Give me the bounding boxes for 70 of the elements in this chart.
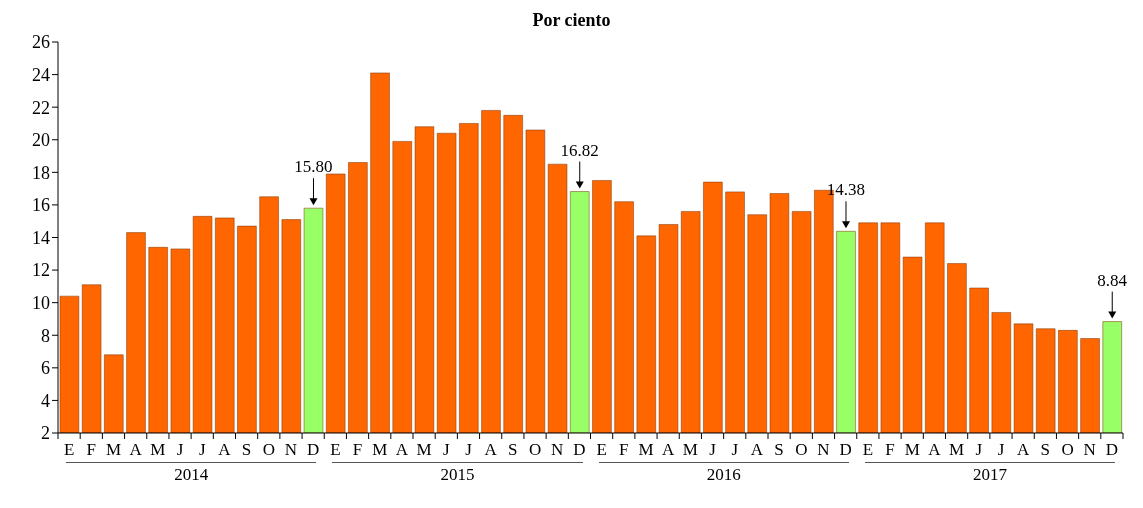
x-tick-label: N xyxy=(551,440,564,459)
data-label: 8.84 xyxy=(1097,270,1128,290)
data-label: 15.80 xyxy=(294,157,333,177)
x-tick-label: S xyxy=(1040,440,1051,459)
text: 2016 xyxy=(705,465,742,485)
y-tick-label: 8 xyxy=(41,325,50,346)
text: 2017 xyxy=(971,465,1008,485)
x-tick-label: N xyxy=(817,440,830,459)
text: 2015 xyxy=(439,465,476,485)
x-tick-label: J xyxy=(997,440,1005,459)
x-tick-label: J xyxy=(731,440,739,459)
x-tick-label: J xyxy=(442,440,450,459)
y-tick-label: 20 xyxy=(32,130,50,151)
x-tick-label: J xyxy=(975,440,983,459)
x-tick-label: D xyxy=(839,440,852,459)
x-tick-label: O xyxy=(262,440,275,459)
y-tick-label: 2 xyxy=(41,423,50,444)
x-tick-label: A xyxy=(129,440,143,459)
x-tick-label: J xyxy=(465,440,473,459)
x-tick-label: S xyxy=(241,440,252,459)
y-tick-label: 22 xyxy=(32,97,50,118)
x-tick-label: A xyxy=(928,440,942,459)
x-tick-label: J xyxy=(709,440,717,459)
x-tick-label: O xyxy=(1061,440,1074,459)
x-tick-label: M xyxy=(638,440,654,459)
y-tick-label: 26 xyxy=(32,32,50,53)
x-tick-label: N xyxy=(1083,440,1096,459)
x-tick-label: D xyxy=(1105,440,1119,459)
x-tick-label: M xyxy=(372,440,388,459)
y-tick-label: 4 xyxy=(41,390,50,411)
x-tick-label: M xyxy=(150,440,166,459)
y-tick-label: 24 xyxy=(32,64,50,85)
data-label: 14.38 xyxy=(826,180,866,200)
x-tick-label: M xyxy=(416,440,432,459)
x-tick-label: O xyxy=(528,440,542,459)
x-tick-label: D xyxy=(573,440,586,459)
x-tick-label: F xyxy=(619,440,629,459)
data-label: 16.82 xyxy=(560,140,599,160)
x-tick-label: A xyxy=(218,440,232,459)
x-tick-label: N xyxy=(284,440,298,459)
x-tick-label: E xyxy=(330,440,341,459)
x-tick-label: A xyxy=(395,440,409,459)
text: 2014 xyxy=(173,465,210,485)
x-tick-label: E xyxy=(63,440,75,459)
x-tick-label: M xyxy=(949,440,965,459)
x-tick-label: F xyxy=(352,440,363,459)
x-tick-label: J xyxy=(198,440,206,459)
x-tick-label: A xyxy=(662,440,676,459)
x-tick-label: F xyxy=(86,440,97,459)
y-tick-label: 16 xyxy=(32,195,50,216)
y-tick-label: 12 xyxy=(32,260,50,281)
y-tick-label: 10 xyxy=(32,293,50,314)
x-tick-label: M xyxy=(105,440,122,459)
x-tick-label: O xyxy=(795,440,808,459)
y-tick-label: 14 xyxy=(32,227,50,248)
x-tick-label: S xyxy=(508,440,518,459)
x-tick-label: E xyxy=(596,440,607,459)
y-tick-label: 18 xyxy=(32,162,50,183)
y-tick-label: 6 xyxy=(41,358,50,379)
x-tick-label: S xyxy=(774,440,784,459)
x-tick-label: A xyxy=(484,440,498,459)
x-tick-label: A xyxy=(750,440,764,459)
x-tick-label: A xyxy=(1017,440,1031,459)
x-tick-label: J xyxy=(176,440,184,459)
x-tick-label: D xyxy=(307,440,320,459)
x-tick-label: F xyxy=(885,440,895,459)
x-tick-label: M xyxy=(682,440,698,459)
x-tick-label: E xyxy=(862,440,874,459)
chart-title: Por ciento xyxy=(531,10,612,31)
x-tick-label: M xyxy=(904,440,920,459)
